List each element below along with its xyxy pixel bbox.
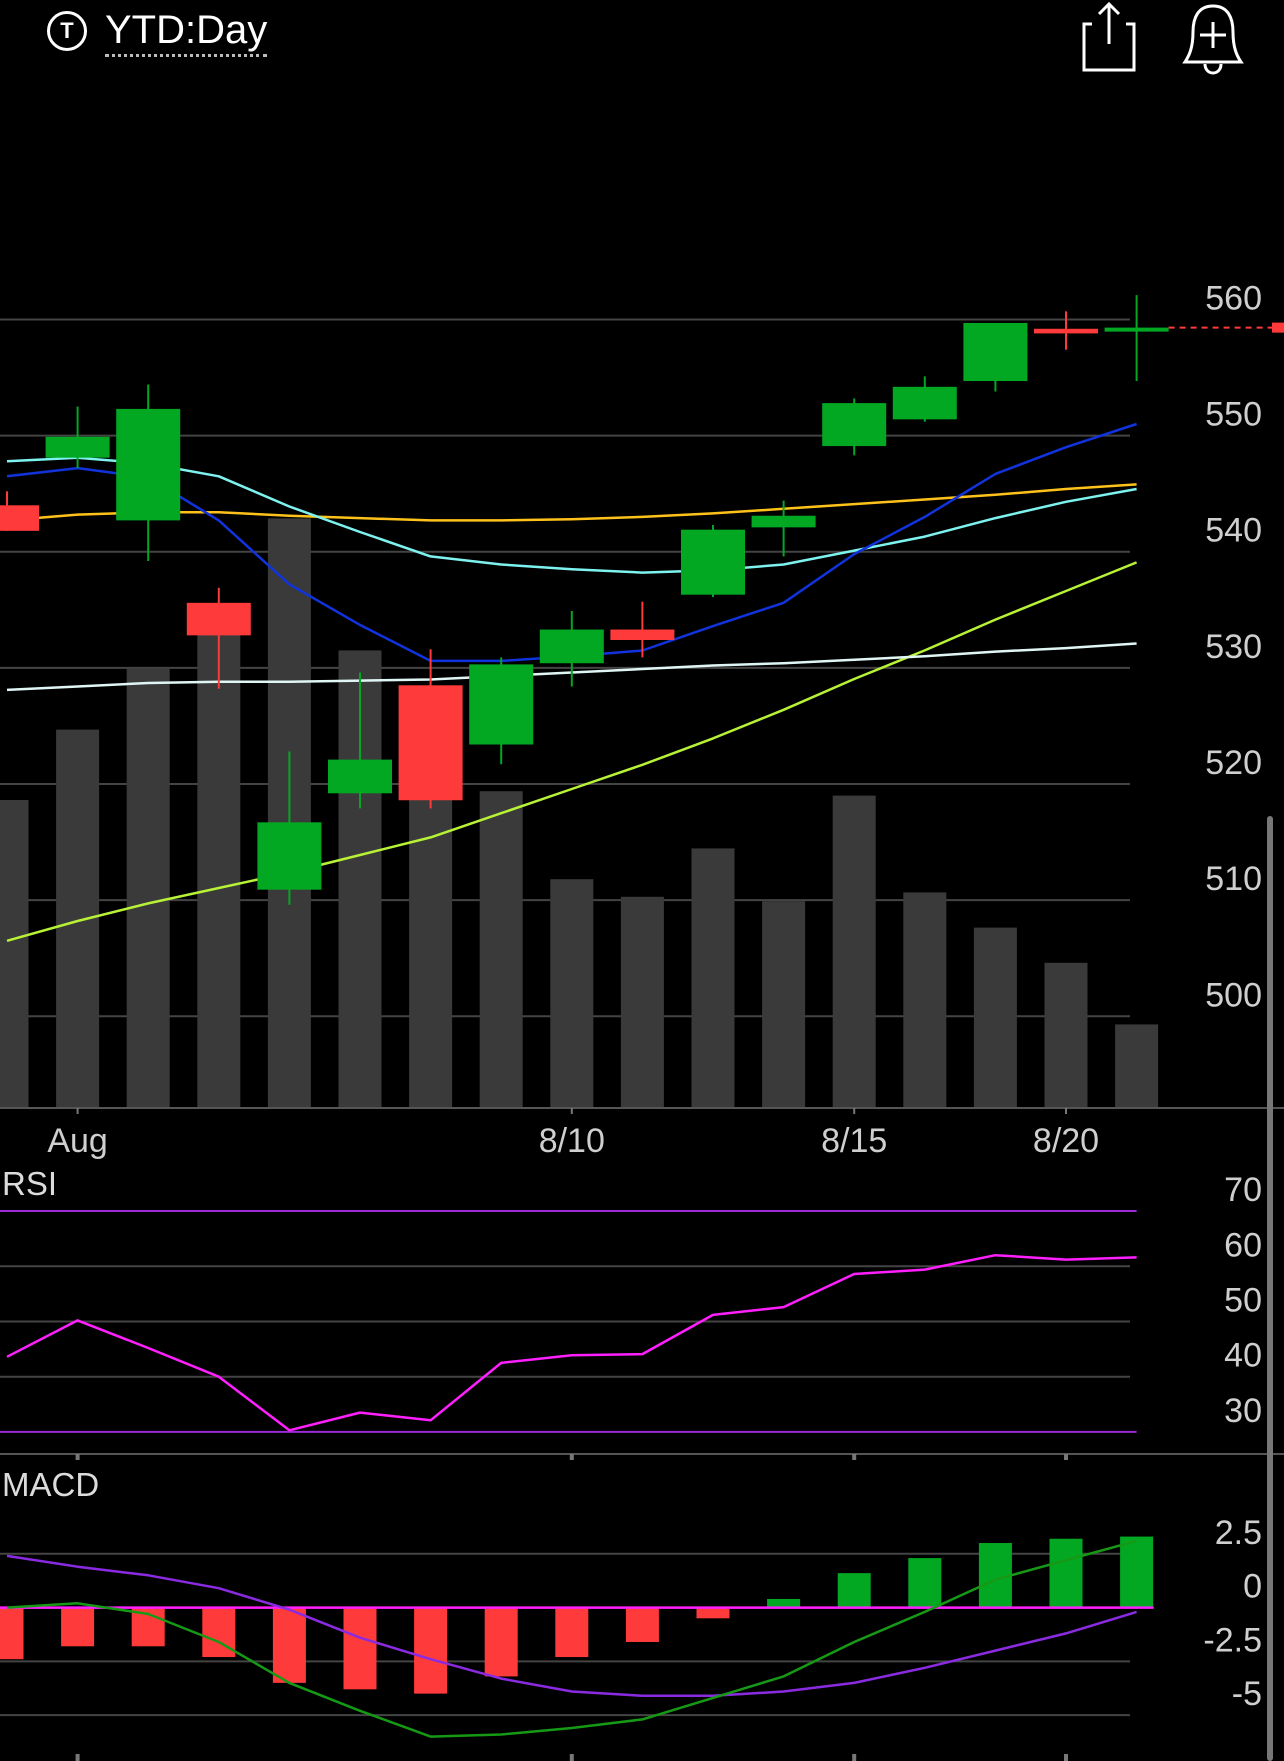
candle-body <box>822 403 887 447</box>
candle-body <box>257 822 322 890</box>
candle-body <box>539 629 604 664</box>
candle <box>398 649 463 809</box>
macd-histogram-bar <box>1120 1536 1154 1608</box>
candle-body <box>186 602 251 636</box>
date-tick-label: 8/15 <box>821 1122 887 1160</box>
volume-bar <box>550 879 594 1108</box>
price-tick-label: 540 <box>1205 512 1262 550</box>
rsi-tick-label: 50 <box>1224 1281 1262 1319</box>
candle-body <box>751 515 816 528</box>
date-tick-label: 8/20 <box>1033 1122 1099 1160</box>
candle <box>469 657 534 765</box>
rsi-tick-label: 30 <box>1224 1392 1262 1430</box>
volume-bar <box>126 668 170 1108</box>
volume-bar <box>479 791 523 1108</box>
candle-body <box>963 322 1028 382</box>
macd-title: MACD <box>2 1466 99 1503</box>
range-selector[interactable]: YTD:Day <box>105 6 268 57</box>
volume-bar <box>832 795 876 1108</box>
candle <box>186 587 251 689</box>
candle <box>892 376 957 422</box>
candle-body <box>0 505 39 531</box>
candle <box>822 398 887 456</box>
rsi-tick-label: 70 <box>1224 1171 1262 1209</box>
macd-histogram-bar <box>625 1607 659 1642</box>
ticker-type-icon[interactable]: T <box>47 11 87 51</box>
candle-body <box>1104 327 1169 332</box>
macd-histogram-bar <box>484 1607 518 1677</box>
volume-bar <box>56 729 100 1108</box>
candle-body <box>610 629 675 640</box>
volume-ma-line <box>6 561 1138 943</box>
volume-bar <box>1044 962 1088 1108</box>
candle <box>45 406 110 469</box>
macd-histogram-bar <box>343 1607 377 1690</box>
rsi-tick-label: 40 <box>1224 1337 1262 1375</box>
candle-body <box>1034 328 1098 334</box>
price-tick-label: 530 <box>1205 628 1262 666</box>
macd-histogram-bar <box>272 1607 306 1683</box>
volume-bar <box>197 628 241 1108</box>
moving-average-long-line <box>6 483 1137 522</box>
price-tick-label: 520 <box>1205 744 1262 782</box>
macd-histogram-bar <box>767 1598 801 1608</box>
rsi-tick-label: 60 <box>1224 1226 1262 1264</box>
macd-histogram-bar <box>908 1558 942 1608</box>
macd-histogram-bar <box>837 1573 871 1608</box>
volume-bar <box>973 927 1017 1108</box>
candle-body <box>892 386 957 420</box>
top-bar: T YTD:Day <box>0 0 1284 75</box>
macd-tick-label: 0 <box>1243 1568 1262 1606</box>
candle <box>963 322 1028 392</box>
macd-histogram-bar <box>1049 1538 1083 1608</box>
candle <box>1104 295 1169 382</box>
volume-bar <box>620 896 664 1108</box>
price-tick-label: 550 <box>1205 396 1262 434</box>
rsi-title: RSI <box>2 1165 57 1202</box>
date-tick-label: Aug <box>47 1122 108 1160</box>
candle <box>751 500 816 557</box>
macd-tick-label: -5 <box>1232 1675 1262 1713</box>
price-tick-label: 500 <box>1205 976 1262 1014</box>
share-icon[interactable] <box>1072 0 1142 75</box>
macd-tick-label: -2.5 <box>1203 1621 1262 1659</box>
macd-histogram-bar <box>0 1607 24 1660</box>
candle <box>681 525 745 598</box>
price-tick-label: 560 <box>1205 279 1262 317</box>
candle <box>257 751 322 905</box>
macd-histogram-bar <box>696 1607 730 1619</box>
candle-body <box>45 436 110 458</box>
candle <box>1034 311 1098 350</box>
date-tick-label: 8/10 <box>539 1122 605 1160</box>
price-tick-label: 510 <box>1205 860 1262 898</box>
candle <box>0 491 39 531</box>
volume-bar <box>691 848 735 1108</box>
candle-body <box>328 759 392 794</box>
macd-line <box>6 1539 1137 1738</box>
moving-average-mid-line <box>6 456 1137 574</box>
candle <box>610 601 675 658</box>
candle <box>116 384 181 562</box>
macd-histogram-bar <box>414 1607 448 1694</box>
candle <box>328 672 392 809</box>
volume-bar <box>903 892 947 1108</box>
macd-histogram-bar <box>61 1607 95 1647</box>
rsi-line <box>6 1253 1137 1432</box>
volume-bar <box>1115 1024 1159 1108</box>
candle-body <box>681 529 745 595</box>
last-price-marker <box>1272 322 1284 333</box>
candle-body <box>116 408 181 521</box>
scroll-indicator <box>1267 816 1273 1761</box>
volume-bar <box>762 901 806 1108</box>
volume-bar <box>0 800 29 1108</box>
macd-tick-label: 2.5 <box>1215 1514 1262 1552</box>
macd-histogram-bar <box>555 1607 589 1658</box>
candle-body <box>469 664 534 745</box>
add-alert-bell-icon[interactable] <box>1178 0 1248 75</box>
macd-signal-line <box>6 1554 1137 1698</box>
candle <box>539 610 604 687</box>
candle-body <box>398 685 463 801</box>
